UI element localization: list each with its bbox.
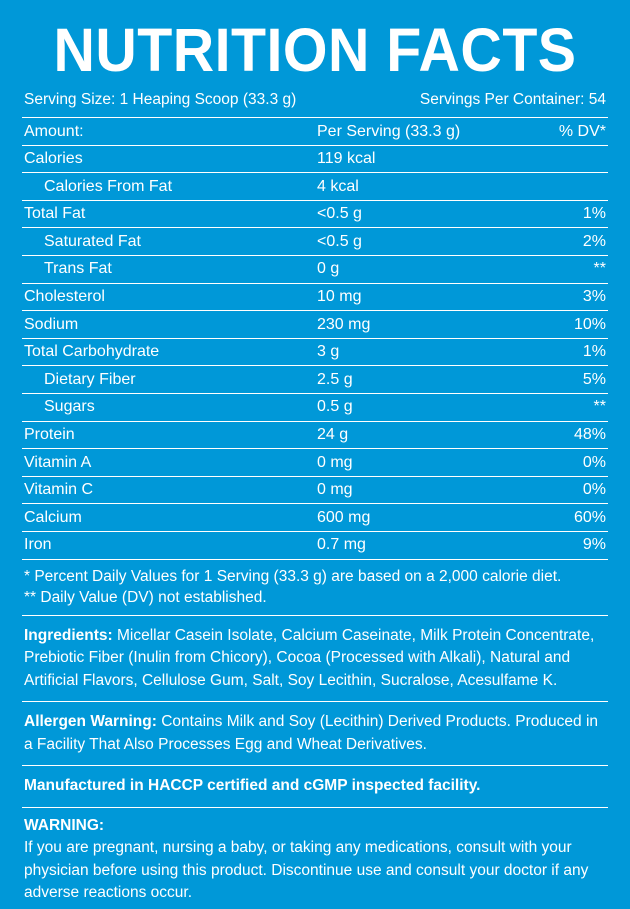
nutrient-value: 24 g (315, 421, 514, 449)
nutrient-value: 2.5 g (315, 366, 514, 394)
nutrient-value: 600 mg (315, 504, 514, 532)
nutrient-value: 10 mg (315, 283, 514, 311)
manufactured-section: Manufactured in HACCP certified and cGMP… (22, 766, 608, 807)
table-row: Total Fat<0.5 g1% (22, 200, 608, 228)
table-row: Cholesterol10 mg3% (22, 283, 608, 311)
nutrient-name: Total Carbohydrate (22, 338, 315, 366)
nutrient-dv (514, 173, 608, 201)
nutrient-name: Saturated Fat (22, 228, 315, 256)
nutrient-value: 0 mg (315, 449, 514, 477)
nutrient-value: 0 g (315, 255, 514, 283)
footnote-1: * Percent Daily Values for 1 Serving (33… (24, 566, 606, 588)
nutrient-dv: 2% (514, 228, 608, 256)
table-row: Sugars0.5 g** (22, 393, 608, 421)
table-row: Vitamin A0 mg0% (22, 449, 608, 477)
servings-per-container: Servings Per Container: 54 (420, 91, 606, 109)
table-row: Sodium230 mg10% (22, 311, 608, 339)
nutrient-dv: 1% (514, 338, 608, 366)
nutrition-table: Amount: Per Serving (33.3 g) % DV* Calor… (22, 117, 608, 560)
table-row: Protein24 g48% (22, 421, 608, 449)
table-row: Vitamin C0 mg0% (22, 476, 608, 504)
nutrient-dv: ** (514, 393, 608, 421)
nutrient-value: <0.5 g (315, 228, 514, 256)
nutrient-dv: 48% (514, 421, 608, 449)
table-row: Dietary Fiber2.5 g5% (22, 366, 608, 394)
table-row: Iron0.7 mg9% (22, 531, 608, 559)
nutrient-name: Iron (22, 531, 315, 559)
ingredients-section: Ingredients: Micellar Casein Isolate, Ca… (22, 616, 608, 702)
nutrient-dv: 5% (514, 366, 608, 394)
nutrient-dv: 1% (514, 200, 608, 228)
nutrient-name: Calories (22, 145, 315, 173)
allergen-section: Allergen Warning: Contains Milk and Soy … (22, 702, 608, 766)
header-dv: % DV* (514, 118, 608, 146)
nutrient-dv: 3% (514, 283, 608, 311)
table-header-row: Amount: Per Serving (33.3 g) % DV* (22, 118, 608, 146)
nutrient-value: 0 mg (315, 476, 514, 504)
table-row: Calcium600 mg60% (22, 504, 608, 532)
nutrient-name: Vitamin C (22, 476, 315, 504)
nutrient-dv (514, 145, 608, 173)
table-row: Total Carbohydrate3 g1% (22, 338, 608, 366)
nutrient-name: Calories From Fat (22, 173, 315, 201)
serving-size: Serving Size: 1 Heaping Scoop (33.3 g) (24, 91, 296, 109)
nutrient-value: <0.5 g (315, 200, 514, 228)
nutrient-name: Vitamin A (22, 449, 315, 477)
nutrient-name: Sugars (22, 393, 315, 421)
nutrient-value: 4 kcal (315, 173, 514, 201)
header-amount: Amount: (22, 118, 315, 146)
header-per-serving: Per Serving (33.3 g) (315, 118, 514, 146)
nutrient-name: Sodium (22, 311, 315, 339)
nutrient-dv: ** (514, 255, 608, 283)
footnote-2: ** Daily Value (DV) not established. (24, 587, 606, 609)
nutrient-dv: 9% (514, 531, 608, 559)
table-row: Saturated Fat<0.5 g2% (22, 228, 608, 256)
table-row: Trans Fat0 g** (22, 255, 608, 283)
table-row: Calories119 kcal (22, 145, 608, 173)
nutrient-dv: 10% (514, 311, 608, 339)
nutrition-title: NUTRITION FACTS (40, 20, 591, 81)
allergen-label: Allergen Warning: (24, 713, 157, 730)
nutrient-name: Dietary Fiber (22, 366, 315, 394)
ingredients-label: Ingredients: (24, 627, 113, 644)
nutrient-name: Total Fat (22, 200, 315, 228)
nutrient-name: Protein (22, 421, 315, 449)
nutrient-dv: 0% (514, 449, 608, 477)
nutrient-value: 0.5 g (315, 393, 514, 421)
warning-label: WARNING: (24, 815, 606, 837)
nutrient-dv: 0% (514, 476, 608, 504)
table-row: Calories From Fat4 kcal (22, 173, 608, 201)
nutrient-value: 3 g (315, 338, 514, 366)
manufactured-text: Manufactured in HACCP certified and cGMP… (24, 777, 481, 794)
nutrient-dv: 60% (514, 504, 608, 532)
serving-line: Serving Size: 1 Heaping Scoop (33.3 g) S… (22, 91, 608, 109)
warning-text: If you are pregnant, nursing a baby, or … (24, 837, 606, 904)
nutrient-value: 0.7 mg (315, 531, 514, 559)
nutrient-name: Cholesterol (22, 283, 315, 311)
nutrient-name: Calcium (22, 504, 315, 532)
footnotes: * Percent Daily Values for 1 Serving (33… (22, 560, 608, 616)
nutrient-name: Trans Fat (22, 255, 315, 283)
warning-section: WARNING: If you are pregnant, nursing a … (22, 808, 608, 909)
nutrient-value: 230 mg (315, 311, 514, 339)
nutrient-value: 119 kcal (315, 145, 514, 173)
